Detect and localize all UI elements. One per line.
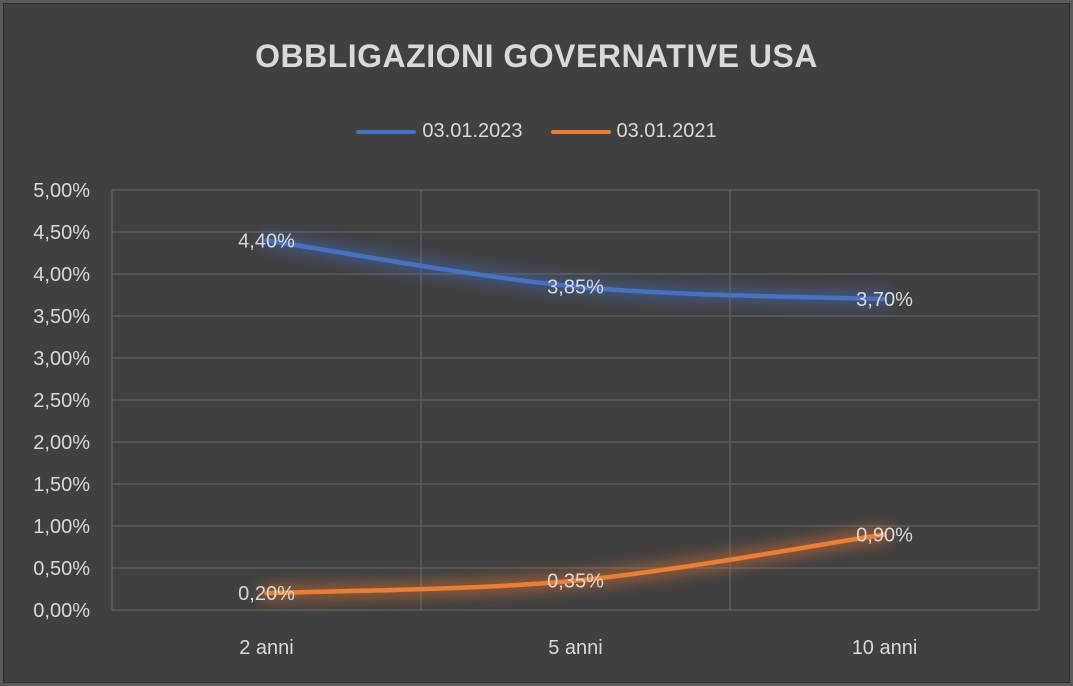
legend-item-series-1: 03.01.2023 (356, 120, 523, 143)
chart-frame: OBBLIGAZIONI GOVERNATIVE USA 03.01.2023 … (3, 3, 1070, 683)
y-tick-label: 1,00% (33, 516, 90, 538)
legend-label-series-2: 03.01.2021 (616, 120, 717, 142)
y-tick-label: 1,50% (33, 474, 90, 496)
data-label: 3,70% (856, 289, 913, 311)
legend-item-series-2: 03.01.2021 (550, 120, 717, 143)
chart-title: OBBLIGAZIONI GOVERNATIVE USA (255, 38, 818, 74)
y-tick-label: 5,00% (33, 180, 90, 202)
y-tick-label: 0,00% (33, 600, 90, 622)
y-tick-label: 2,00% (33, 432, 90, 454)
legend-swatch-series-1 (356, 129, 417, 134)
y-tick-label: 3,00% (33, 348, 90, 370)
legend-swatch-series-2 (550, 129, 611, 134)
data-label: 0,90% (856, 524, 913, 546)
x-tick-label: 2 anni (239, 637, 294, 659)
y-tick-label: 3,50% (33, 306, 90, 328)
data-label: 3,85% (547, 277, 604, 299)
x-tick-label: 10 anni (852, 637, 918, 659)
plot-area: 0,00% 0,50% 1,00% 1,50% 2,00% 2,50% 3,00% 3,50%… (33, 180, 1040, 659)
y-tick-label: 4,50% (33, 222, 90, 244)
data-label: 0,35% (547, 571, 604, 593)
legend-label-series-1: 03.01.2023 (422, 120, 523, 142)
legend: 03.01.2023 03.01.2021 (4, 120, 1069, 143)
y-tick-label: 0,50% (33, 558, 90, 580)
x-tick-label: 5 anni (548, 637, 603, 659)
y-tick-label: 2,50% (33, 390, 90, 412)
y-tick-label: 4,00% (33, 264, 90, 286)
data-label: 0,20% (238, 583, 295, 605)
data-label: 4,40% (238, 230, 295, 252)
